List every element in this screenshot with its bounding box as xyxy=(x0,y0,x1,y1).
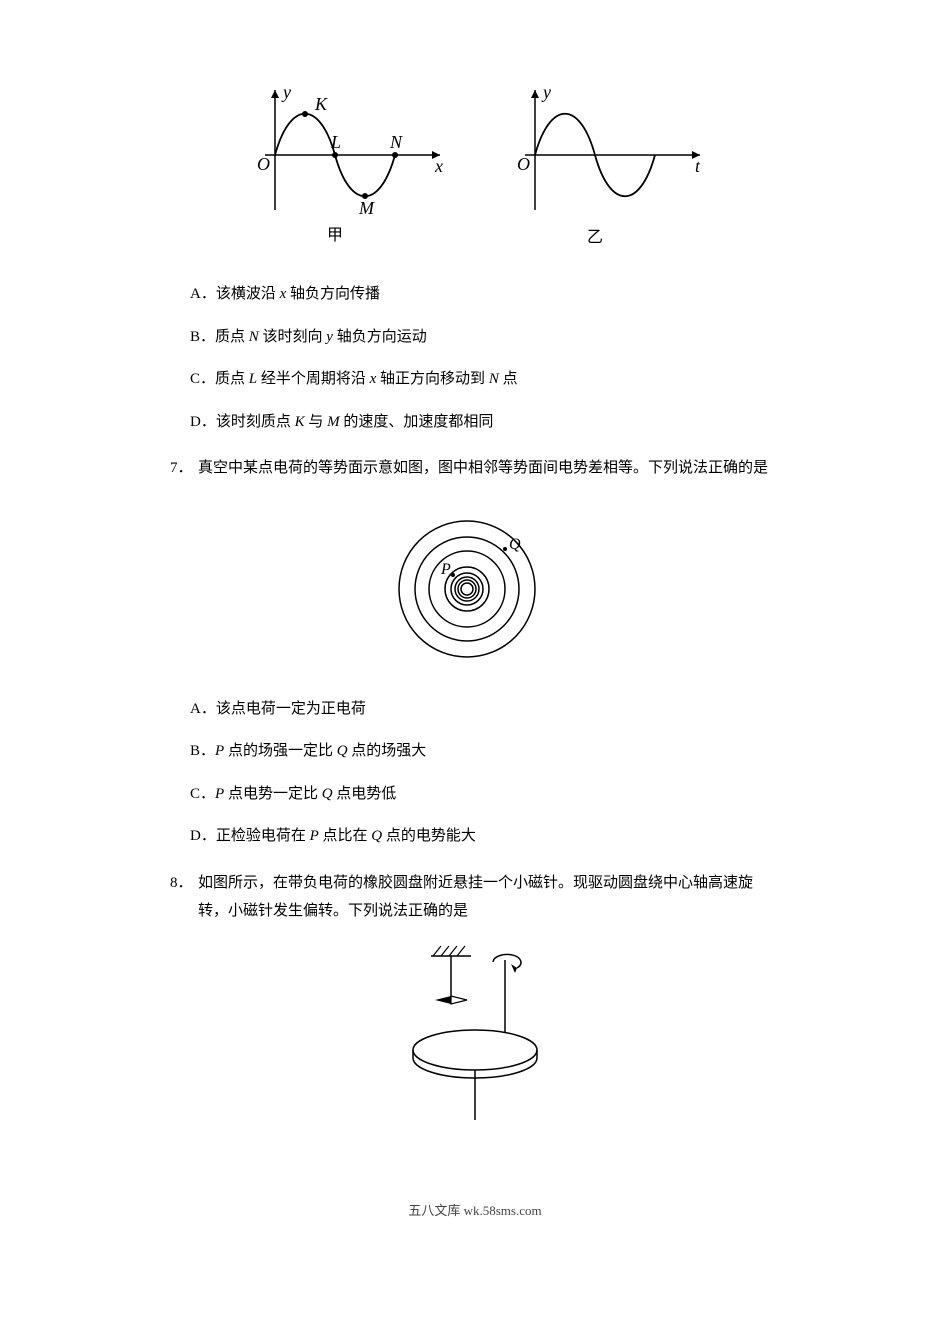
x-label-left: x xyxy=(434,156,443,176)
figure-right: y t O 乙 xyxy=(495,80,715,250)
origin-right: O xyxy=(517,154,530,174)
q7-option-B: B．P 点的场强一定比 Q 点的场强大 xyxy=(190,737,780,766)
label-P: P xyxy=(440,561,451,578)
caption-left: 甲 xyxy=(327,227,343,244)
disk-svg xyxy=(375,940,575,1130)
q7-option-C: C．P 点电势一定比 Q 点电势低 xyxy=(190,780,780,809)
figure-left: y x O K L M N 甲 xyxy=(235,80,455,250)
point-L: L xyxy=(330,132,341,152)
q7-text: 真空中某点电荷的等势面示意如图，图中相邻等势面间电势差相等。下列说法正确的是 xyxy=(198,454,780,483)
q8-num: 8． xyxy=(170,869,198,926)
point-M: M xyxy=(358,198,375,218)
wave-right-svg: y t O 乙 xyxy=(495,80,715,250)
q6-option-C: C．质点 L 经半个周期将沿 x 轴正方向移动到 N 点 xyxy=(190,365,780,394)
point-N: N xyxy=(389,132,403,152)
footer: 五八文库 wk.58sms.com xyxy=(170,1200,780,1219)
q7-option-A: A．该点电荷一定为正电荷 xyxy=(190,695,780,724)
q7-option-D: D．正检验电荷在 P 点比在 Q 点的电势能大 xyxy=(190,822,780,851)
wave-left-svg: y x O K L M N 甲 xyxy=(235,80,455,250)
q6-option-B: B．质点 N 该时刻向 y 轴负方向运动 xyxy=(190,323,780,352)
caption-right: 乙 xyxy=(587,229,603,246)
label-Q: Q xyxy=(509,536,521,553)
point-K: K xyxy=(314,94,328,114)
q7-figure: P Q xyxy=(170,497,780,677)
y-label-right: y xyxy=(541,82,551,102)
origin-left: O xyxy=(257,154,270,174)
q8-text: 如图所示，在带负电荷的橡胶圆盘附近悬挂一个小磁针。现驱动圆盘绕中心轴高速旋转，小… xyxy=(198,869,780,926)
q8: 8． 如图所示，在带负电荷的橡胶圆盘附近悬挂一个小磁针。现驱动圆盘绕中心轴高速旋… xyxy=(170,869,780,926)
q7: 7． 真空中某点电荷的等势面示意如图，图中相邻等势面间电势差相等。下列说法正确的… xyxy=(170,454,780,483)
wave-figures: y x O K L M N 甲 y t O 乙 xyxy=(170,80,780,250)
y-label-left: y xyxy=(281,82,291,102)
q8-figure xyxy=(170,940,780,1130)
t-label-right: t xyxy=(695,156,701,176)
q7-num: 7． xyxy=(170,454,198,483)
q6-option-D: D．该时刻质点 K 与 M 的速度、加速度都相同 xyxy=(190,408,780,437)
equipotential-svg: P Q xyxy=(375,497,575,677)
q6-option-A: A．该横波沿 x 轴负方向传播 xyxy=(190,280,780,309)
